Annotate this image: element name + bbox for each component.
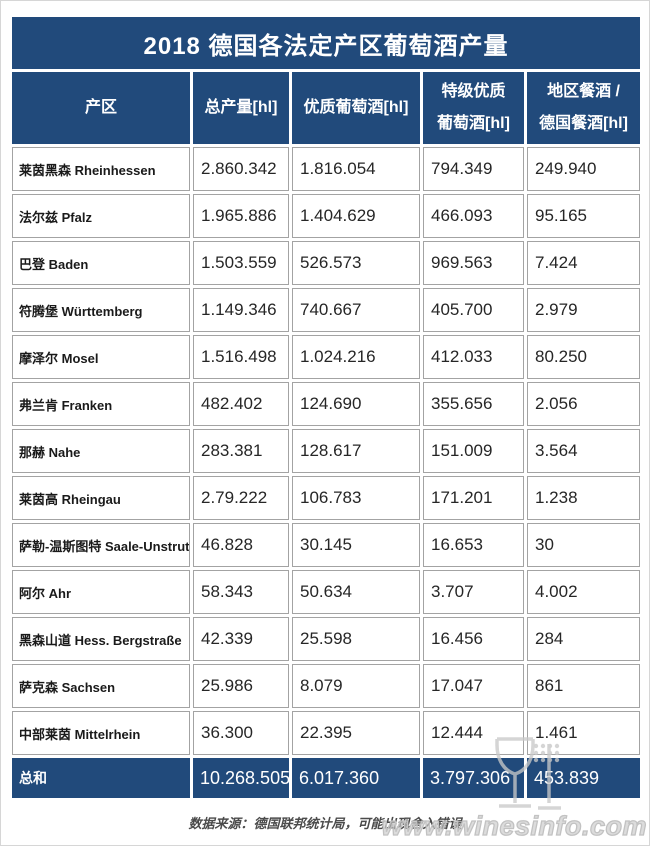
value-cell: 95.165 (527, 194, 641, 238)
value-cell: 1.516.498 (193, 335, 289, 379)
value-cell: 1.965.886 (193, 194, 289, 238)
value-cell: 2.056 (527, 382, 641, 426)
column-header-total-production: 总产量[hl] (193, 72, 289, 144)
table-row: 萨克森 Sachsen 25.986 8.079 17.047 861 (12, 664, 641, 708)
table-row: 莱茵黑森 Rheinhessen 2.860.342 1.816.054 794.34… (12, 147, 641, 191)
watermark-url-text: www.winesinfo.com (381, 810, 647, 841)
value-cell: 1.816.054 (292, 147, 420, 191)
total-value-cell: 10.268.505 (193, 758, 290, 798)
value-cell: 2.860.342 (193, 147, 289, 191)
value-cell: 151.009 (423, 429, 524, 473)
value-cell: 283.381 (193, 429, 289, 473)
value-cell: 861 (527, 664, 641, 708)
column-header-pradikat-wine: 特级优质 葡萄酒[hl] (423, 72, 524, 144)
value-cell: 16.456 (423, 617, 524, 661)
value-cell: 1.404.629 (292, 194, 420, 238)
table-title: 2018 德国各法定产区葡萄酒产量 (12, 17, 641, 69)
value-cell: 36.300 (193, 711, 289, 755)
region-name-cell: 阿尔 Ahr (12, 570, 190, 614)
value-cell: 412.033 (423, 335, 524, 379)
table-row: 摩泽尔 Mosel 1.516.498 1.024.216 412.033 80.250 (12, 335, 641, 379)
table-row: 中部莱茵 Mittelrhein 36.300 22.395 12.444 1.461 (12, 711, 641, 755)
value-cell: 526.573 (292, 241, 420, 285)
region-name-cell: 摩泽尔 Mosel (12, 335, 190, 379)
title-row: 2018 德国各法定产区葡萄酒产量 (12, 17, 641, 69)
value-cell: 249.940 (527, 147, 641, 191)
total-value-cell: 6.017.360 (292, 758, 420, 798)
value-cell: 42.339 (193, 617, 289, 661)
value-cell: 1.461 (527, 711, 641, 755)
region-name-cell: 莱茵黑森 Rheinhessen (12, 147, 190, 191)
data-source-note: 数据来源：德国联邦统计局，可能出现舍入错误 (188, 816, 462, 831)
value-cell: 4.002 (527, 570, 641, 614)
value-cell: 2.979 (527, 288, 641, 332)
value-cell: 466.093 (423, 194, 524, 238)
value-cell: 80.250 (527, 335, 641, 379)
value-cell: 3.707 (423, 570, 524, 614)
region-name-cell: 中部莱茵 Mittelrhein (12, 711, 190, 755)
column-header-region: 产区 (12, 72, 190, 144)
value-cell: 7.424 (527, 241, 641, 285)
table-row: 符腾堡 Württemberg 1.149.346 740.667 405.700 2.… (12, 288, 641, 332)
table-row: 弗兰肯 Franken 482.402 124.690 355.656 2.056 (12, 382, 641, 426)
value-cell: 25.598 (292, 617, 420, 661)
column-header-quality-wine: 优质葡萄酒[hl] (292, 72, 420, 144)
table-row: 萨勒-温斯图特 Saale-Unstrut 46.828 30.145 16.653 3… (12, 523, 641, 567)
value-cell: 25.986 (193, 664, 289, 708)
value-cell: 17.047 (423, 664, 524, 708)
value-cell: 30 (527, 523, 641, 567)
value-cell: 3.564 (527, 429, 641, 473)
header-row: 产区 总产量[hl] 优质葡萄酒[hl] 特级优质 葡萄酒[hl] 地区餐酒 /… (12, 72, 641, 144)
wine-glass-watermark-icon (495, 737, 561, 810)
region-name-cell: 萨勒-温斯图特 Saale-Unstrut (12, 523, 190, 567)
value-cell: 794.349 (423, 147, 524, 191)
table-row: 法尔兹 Pfalz 1.965.886 1.404.629 466.093 95.165 (12, 194, 641, 238)
value-cell: 30.145 (292, 523, 420, 567)
value-cell: 171.201 (423, 476, 524, 520)
total-row: 总和 10.268.505 6.017.360 3.797.306 453.83… (12, 758, 641, 798)
region-name-cell: 萨克森 Sachsen (12, 664, 190, 708)
column-header-landwein: 地区餐酒 / 德国餐酒[hl] (527, 72, 641, 144)
region-name-cell: 法尔兹 Pfalz (12, 194, 190, 238)
table-row: 阿尔 Ahr 58.343 50.634 3.707 4.002 (12, 570, 641, 614)
value-cell: 740.667 (292, 288, 420, 332)
value-cell: 1.149.346 (193, 288, 289, 332)
region-name-cell: 弗兰肯 Franken (12, 382, 190, 426)
value-cell: 128.617 (292, 429, 420, 473)
value-cell: 12.444 (423, 711, 524, 755)
value-cell: 969.563 (423, 241, 524, 285)
region-name-cell: 莱茵高 Rheingau (12, 476, 190, 520)
value-cell: 58.343 (193, 570, 289, 614)
value-cell: 8.079 (292, 664, 420, 708)
region-name-cell: 符腾堡 Württemberg (12, 288, 190, 332)
region-name-cell: 黑森山道 Hess. Bergstraße (12, 617, 190, 661)
value-cell: 1.024.216 (292, 335, 420, 379)
region-name-cell: 那赫 Nahe (12, 429, 190, 473)
total-value-cell: 3.797.306 (423, 758, 524, 798)
value-cell: 405.700 (423, 288, 524, 332)
value-cell: 1.503.559 (193, 241, 289, 285)
table-row: 莱茵高 Rheingau 2.79.222 106.783 171.201 1.238 (12, 476, 641, 520)
value-cell: 16.653 (423, 523, 524, 567)
table-row: 那赫 Nahe 283.381 128.617 151.009 3.564 (12, 429, 641, 473)
value-cell: 124.690 (292, 382, 420, 426)
value-cell: 1.238 (527, 476, 641, 520)
value-cell: 46.828 (193, 523, 289, 567)
region-name-cell: 巴登 Baden (12, 241, 190, 285)
value-cell: 2.79.222 (193, 476, 289, 520)
wine-production-table: 2018 德国各法定产区葡萄酒产量 产区 总产量[hl] 优质葡萄酒[hl] 特… (9, 14, 643, 801)
value-cell: 106.783 (292, 476, 420, 520)
value-cell: 22.395 (292, 711, 420, 755)
table-row: 黑森山道 Hess. Bergstraße 42.339 25.598 16.456 2… (12, 617, 641, 661)
value-cell: 284 (527, 617, 641, 661)
table-body: 莱茵黑森 Rheinhessen 2.860.342 1.816.054 794.34… (12, 147, 641, 755)
total-label-cell: 总和 (12, 758, 190, 798)
table-row: 巴登 Baden 1.503.559 526.573 969.563 7.424 (12, 241, 641, 285)
value-cell: 482.402 (193, 382, 289, 426)
value-cell: 355.656 (423, 382, 524, 426)
value-cell: 50.634 (292, 570, 420, 614)
